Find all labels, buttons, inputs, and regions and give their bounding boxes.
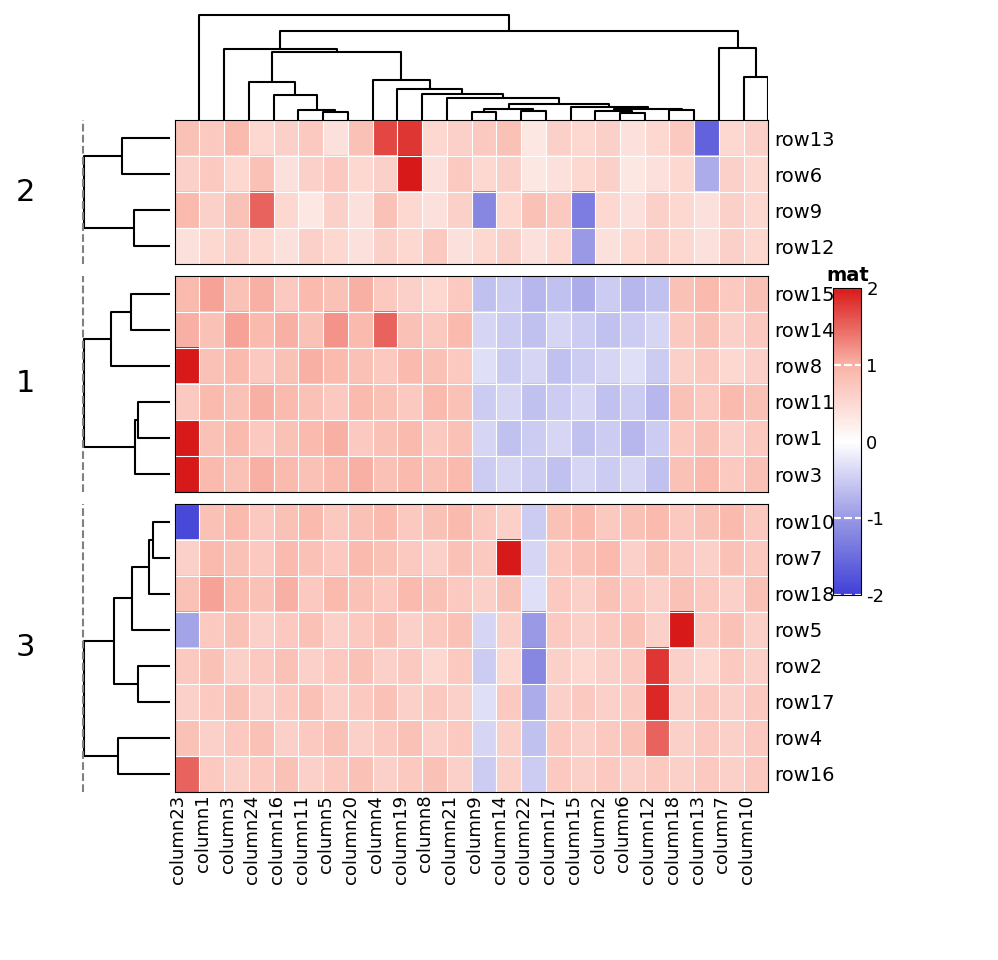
Text: 3: 3 bbox=[15, 634, 35, 662]
Text: 1: 1 bbox=[15, 370, 35, 398]
Text: 2: 2 bbox=[15, 178, 35, 206]
Title: mat: mat bbox=[826, 266, 868, 285]
